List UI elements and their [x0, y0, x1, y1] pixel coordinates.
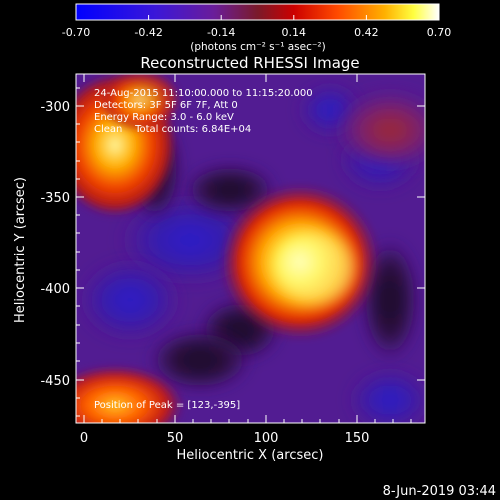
x-ticks: [83, 74, 412, 423]
footer-date: 8-Jun-2019 03:44: [383, 484, 496, 499]
colorbar-tick-label: 0.42: [354, 26, 379, 39]
colorbar-tick-label: -0.70: [62, 26, 90, 39]
colorbar-ticks: [75, 15, 440, 20]
colorbar-unit-label: (photons cm⁻² s⁻¹ asec⁻²): [190, 41, 325, 53]
y-ticks: [76, 87, 425, 417]
x-tick-label: 150: [345, 431, 370, 446]
energy-range-text: Energy Range: 3.0 - 6.0 keV: [94, 112, 234, 123]
y-tick-label: -350: [40, 191, 70, 206]
method-counts-text: Clean Total counts: 6.84E+04: [94, 124, 251, 135]
detectors-text: Detectors: 3F 5F 6F 7F, Att 0: [94, 100, 238, 111]
x-axis-label: Heliocentric X (arcsec): [177, 448, 324, 463]
peak-position-text: Position of Peak = [123,-395]: [94, 400, 240, 411]
y-tick-labels: -300 -350 -400 -450: [40, 100, 70, 389]
plot-frame: [75, 73, 426, 424]
colorbar-tick-label: -0.14: [207, 26, 235, 39]
colorbar-tick-label: 0.14: [282, 26, 307, 39]
y-axis-label: Heliocentric Y (arcsec): [13, 177, 28, 323]
x-tick-labels: 0 50 100 150: [80, 431, 370, 446]
colorbar-tick-label: -0.42: [134, 26, 162, 39]
colorbar-tick-labels: -0.70 -0.42 -0.14 0.14 0.42 0.70: [62, 26, 451, 39]
colorbar: [76, 4, 439, 20]
annotation-block: 24-Aug-2015 11:10:00.000 to 11:15:20.000…: [94, 88, 313, 411]
x-tick-label: 100: [254, 431, 279, 446]
plot-title: Reconstructed RHESSI Image: [140, 54, 359, 72]
time-range-text: 24-Aug-2015 11:10:00.000 to 11:15:20.000: [94, 88, 313, 99]
x-tick-label: 0: [80, 431, 88, 446]
y-tick-label: -450: [40, 374, 70, 389]
rhessi-image: [76, 74, 425, 423]
y-tick-label: -300: [40, 100, 70, 115]
y-tick-label: -400: [40, 282, 70, 297]
x-tick-label: 50: [167, 431, 184, 446]
colorbar-tick-label: 0.70: [427, 26, 452, 39]
